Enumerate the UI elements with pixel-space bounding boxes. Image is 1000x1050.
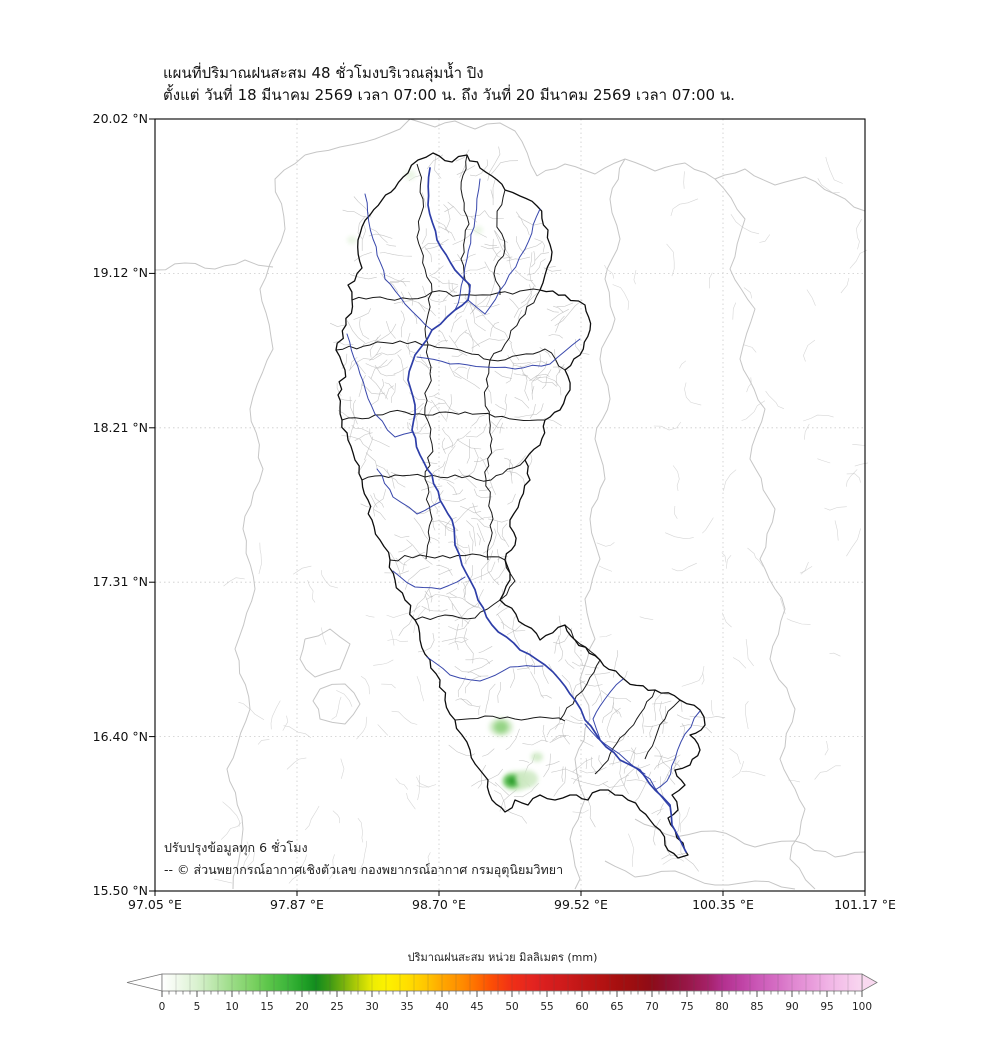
svg-text:70: 70 xyxy=(645,1001,658,1013)
svg-text:20: 20 xyxy=(295,1001,308,1013)
svg-text:95: 95 xyxy=(820,1001,833,1013)
basin-boundary xyxy=(335,152,706,859)
map-plot xyxy=(147,117,873,903)
colorbar: 0 5 10 15 20 25 30 35 40 45 50 55 60 65 70 75 80 85 90 95 10… xyxy=(126,973,878,1013)
svg-text:35: 35 xyxy=(400,1001,413,1013)
y-tick-label: 20.02 °N xyxy=(92,111,148,126)
colorbar-title: ปริมาณฝนสะสม หน่วย มิลลิเมตร (mm) xyxy=(407,951,598,964)
svg-text:55: 55 xyxy=(540,1001,553,1013)
svg-text:25: 25 xyxy=(330,1001,343,1013)
svg-text:90: 90 xyxy=(785,1001,798,1013)
rainfall-patches xyxy=(347,170,543,791)
river-lines xyxy=(346,167,701,853)
x-tick-label: 101.17 °E xyxy=(834,897,896,912)
svg-text:45: 45 xyxy=(470,1001,483,1013)
svg-text:30: 30 xyxy=(365,1001,378,1013)
outer-stream-network xyxy=(214,156,868,884)
svg-text:80: 80 xyxy=(715,1001,728,1013)
x-tick-label: 99.52 °E xyxy=(554,897,608,912)
colorbar-tick-labels: 0 5 10 15 20 25 30 35 40 45 50 55 60 65 70 75 80 85 90 95 10… xyxy=(159,1001,872,1013)
province-borders xyxy=(154,118,866,890)
svg-text:40: 40 xyxy=(435,1001,448,1013)
x-tick-label: 100.35 °E xyxy=(692,897,754,912)
svg-text:65: 65 xyxy=(610,1001,623,1013)
map-title-line1: แผนที่ปริมาณฝนสะสม 48 ชั่วโมงบริเวณลุ่มน… xyxy=(163,64,484,82)
colorbar-ticks xyxy=(161,991,863,997)
svg-text:75: 75 xyxy=(680,1001,693,1013)
y-tick-label: 17.31 °N xyxy=(92,574,148,590)
map-title: แผนที่ปริมาณฝนสะสม 48 ชั่วโมงบริเวณลุ่มน… xyxy=(163,62,735,106)
svg-text:10: 10 xyxy=(225,1001,238,1013)
svg-text:85: 85 xyxy=(750,1001,763,1013)
x-tick-label: 97.05 °E xyxy=(128,897,182,912)
map-canvas xyxy=(149,118,868,896)
subbasin-boundaries xyxy=(335,154,681,775)
svg-text:100: 100 xyxy=(852,1001,872,1013)
y-tick-label: 16.40 °N xyxy=(92,728,148,744)
svg-text:5: 5 xyxy=(194,1001,201,1013)
y-tick-label: 15.50 °N xyxy=(92,883,148,898)
colorbar-body xyxy=(126,973,878,992)
y-tick-label: 18.21 °N xyxy=(92,419,148,435)
x-tick-label: 97.87 °E xyxy=(270,897,324,912)
svg-text:0: 0 xyxy=(159,1001,166,1013)
svg-text:60: 60 xyxy=(575,1001,588,1013)
svg-text:50: 50 xyxy=(505,1001,518,1013)
update-annotation-line1: ปรับปรุงข้อมูลทุก 6 ชั่วโมง xyxy=(164,840,308,855)
map-title-line2: ตั้งแต่ วันที่ 18 มีนาคม 2569 เวลา 07:00… xyxy=(163,86,735,104)
basin-stream-network xyxy=(329,146,726,872)
axes-frame xyxy=(149,118,866,896)
x-tick-label: 98.70 °E xyxy=(412,897,466,912)
y-tick-label: 19.12 °N xyxy=(92,265,148,281)
update-annotation-line2: -- © ส่วนพยากรณ์อากาศเชิงตัวเลข กองพยากร… xyxy=(164,862,564,877)
update-annotation: ปรับปรุงข้อมูลทุก 6 ชั่วโมง -- © ส่วนพยา… xyxy=(164,837,563,881)
graticule xyxy=(155,119,865,891)
svg-text:15: 15 xyxy=(260,1001,273,1013)
